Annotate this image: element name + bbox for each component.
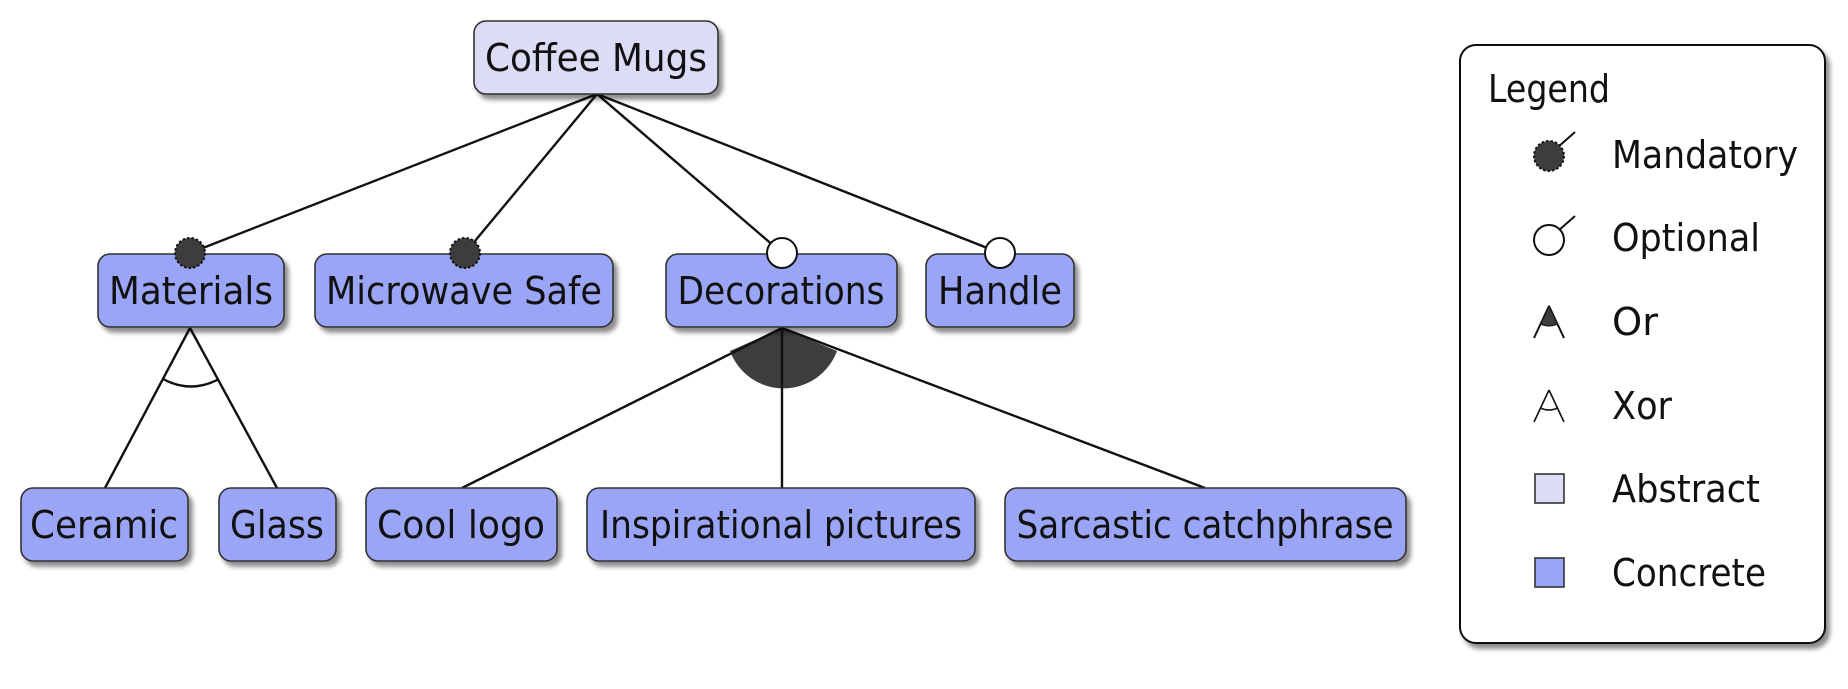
legend-item-abstract: Abstract <box>1534 467 1760 511</box>
xor-arc <box>162 377 220 388</box>
edge-materials-ceramic <box>103 327 192 489</box>
edge-decorations-cool-logo <box>461 326 783 490</box>
edge-root-handle <box>596 92 1001 255</box>
node-decorations: Decorations <box>665 253 898 328</box>
or-arc-fill <box>730 328 837 389</box>
node-label: Coffee Mugs <box>485 36 707 80</box>
node-label: Handle <box>938 269 1062 313</box>
abstract-swatch-icon <box>1534 473 1565 504</box>
edge-materials-glass <box>188 327 279 489</box>
node-label: Microwave Safe <box>326 269 602 313</box>
node-box <box>20 487 189 562</box>
mandatory-icon <box>1533 131 1576 172</box>
concrete-swatch-icon <box>1534 557 1565 588</box>
legend-item-xor: Xor <box>1533 384 1672 428</box>
legend-label: Optional <box>1612 216 1760 260</box>
mandatory-marker-materials <box>174 237 206 269</box>
or-group <box>461 326 1206 490</box>
legend: Legend Mandatory Optional Or <box>1459 44 1826 644</box>
node-box <box>1004 487 1407 562</box>
legend-item-concrete: Concrete <box>1534 551 1766 595</box>
or-group-icon <box>1533 304 1565 339</box>
legend-item-mandatory: Mandatory <box>1533 131 1798 177</box>
node-box <box>473 20 719 95</box>
optional-marker-handle <box>984 237 1016 269</box>
root-edges <box>189 92 1001 255</box>
node-glass: Glass <box>218 487 337 562</box>
legend-label: Concrete <box>1612 551 1766 595</box>
xor-group-icon <box>1533 389 1565 423</box>
node-box <box>365 487 558 562</box>
edge-root-decorations <box>596 93 783 254</box>
legend-label: Xor <box>1612 384 1672 428</box>
node-ceramic: Ceramic <box>20 487 189 562</box>
legend-title: Legend <box>1488 67 1610 111</box>
node-label: Sarcastic catchphrase <box>1017 503 1394 547</box>
legend-label: Or <box>1612 300 1658 344</box>
node-label: Inspirational pictures <box>600 503 962 547</box>
mandatory-marker-microwave-safe <box>449 237 481 269</box>
node-box <box>218 487 337 562</box>
node-cool-logo: Cool logo <box>365 487 558 562</box>
optional-marker-decorations <box>766 237 798 269</box>
node-materials: Materials <box>97 253 285 328</box>
node-label: Ceramic <box>30 503 178 547</box>
relation-markers <box>174 237 1016 269</box>
edge-decorations-sarcastic-catchphrase <box>781 326 1206 490</box>
legend-label: Abstract <box>1612 467 1760 511</box>
node-label: Cool logo <box>377 503 545 547</box>
node-label: Glass <box>230 503 324 547</box>
edge-root-microwave-safe <box>464 93 598 254</box>
node-inspirational-pictures: Inspirational pictures <box>586 487 976 562</box>
node-label: Decorations <box>678 269 885 313</box>
node-label: Materials <box>109 269 273 313</box>
node-sarcastic-catchphrase: Sarcastic catchphrase <box>1004 487 1407 562</box>
node-box <box>586 487 976 562</box>
edge-root-materials <box>189 92 598 255</box>
xor-group <box>103 327 279 489</box>
optional-icon <box>1533 215 1576 256</box>
legend-item-or: Or <box>1533 300 1658 344</box>
legend-label: Mandatory <box>1612 133 1798 177</box>
node-coffee-mugs: Coffee Mugs <box>473 20 719 95</box>
legend-item-optional: Optional <box>1533 215 1760 260</box>
